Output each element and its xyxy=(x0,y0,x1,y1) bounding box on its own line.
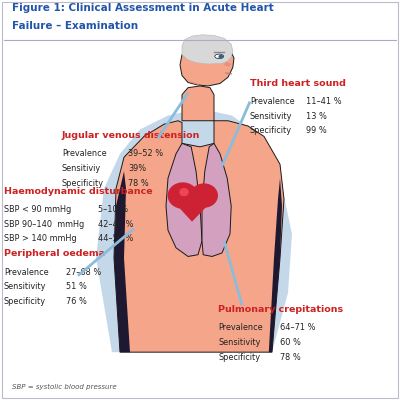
Text: 64–71 %: 64–71 % xyxy=(280,323,316,332)
Text: 13 %: 13 % xyxy=(306,112,327,121)
Text: 11–41 %: 11–41 % xyxy=(306,97,342,106)
Text: 5–10 %: 5–10 % xyxy=(98,205,128,214)
Text: Sensitivity: Sensitivity xyxy=(250,112,292,121)
Text: 39–52 %: 39–52 % xyxy=(128,149,163,158)
Text: Sensitivity: Sensitivity xyxy=(4,282,46,291)
Text: SBP = systolic blood pressure: SBP = systolic blood pressure xyxy=(12,384,117,390)
Polygon shape xyxy=(96,108,292,352)
Text: 51 %: 51 % xyxy=(66,282,87,291)
Ellipse shape xyxy=(215,54,224,59)
Polygon shape xyxy=(224,62,231,67)
Circle shape xyxy=(168,182,198,209)
Text: SBP > 140 mmHg: SBP > 140 mmHg xyxy=(4,234,77,243)
Text: 78 %: 78 % xyxy=(128,178,149,188)
Ellipse shape xyxy=(185,62,194,75)
Polygon shape xyxy=(202,143,231,256)
Polygon shape xyxy=(182,35,233,64)
Text: Prevalence: Prevalence xyxy=(250,97,295,106)
Polygon shape xyxy=(180,40,234,86)
Text: Prevalence: Prevalence xyxy=(4,268,49,276)
Circle shape xyxy=(218,55,223,59)
Circle shape xyxy=(190,183,218,208)
Text: Specificity: Specificity xyxy=(250,126,292,135)
Text: 60 %: 60 % xyxy=(280,338,301,347)
Text: SBP 90–140  mmHg: SBP 90–140 mmHg xyxy=(4,220,84,228)
Polygon shape xyxy=(166,143,202,256)
Polygon shape xyxy=(114,171,130,352)
Text: Failure – Examination: Failure – Examination xyxy=(12,21,138,31)
Text: Pulmonary crepitations: Pulmonary crepitations xyxy=(218,305,343,314)
Text: SBP < 90 mmHg: SBP < 90 mmHg xyxy=(4,205,71,214)
Polygon shape xyxy=(269,178,282,352)
Text: Haemodynamic disturbance: Haemodynamic disturbance xyxy=(4,187,153,196)
Text: 39%: 39% xyxy=(128,164,146,173)
Text: Third heart sound: Third heart sound xyxy=(250,79,346,88)
Text: Specificity: Specificity xyxy=(4,297,46,306)
Text: 42–46 %: 42–46 % xyxy=(98,220,134,228)
Text: Prevalence: Prevalence xyxy=(218,323,263,332)
Circle shape xyxy=(179,188,189,196)
Text: Sensitiviy: Sensitiviy xyxy=(62,164,101,173)
Text: 27–68 %: 27–68 % xyxy=(66,268,101,276)
Text: 76 %: 76 % xyxy=(66,297,87,306)
Text: Jugular venous distension: Jugular venous distension xyxy=(62,131,200,140)
Text: Figure 1: Clinical Assessment in Acute Heart: Figure 1: Clinical Assessment in Acute H… xyxy=(12,3,274,13)
Text: 78 %: 78 % xyxy=(280,352,301,362)
Text: 99 %: 99 % xyxy=(306,126,327,135)
Polygon shape xyxy=(182,86,214,121)
Text: Peripheral oedema: Peripheral oedema xyxy=(4,250,105,258)
Text: Specificity: Specificity xyxy=(62,178,104,188)
Text: 44–50 %: 44–50 % xyxy=(98,234,133,243)
Text: Specificity: Specificity xyxy=(218,352,260,362)
Text: Prevalence: Prevalence xyxy=(62,149,107,158)
Polygon shape xyxy=(168,196,217,222)
Polygon shape xyxy=(114,121,284,352)
Text: Sensitivity: Sensitivity xyxy=(218,338,260,347)
